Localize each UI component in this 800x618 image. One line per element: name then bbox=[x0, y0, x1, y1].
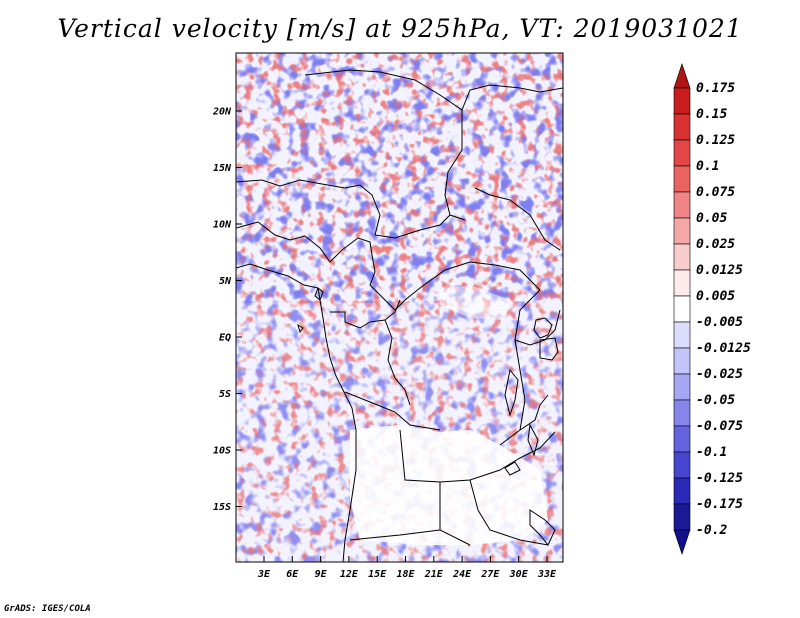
colorbar-label: 0.075 bbox=[696, 185, 735, 200]
colorbar-segment bbox=[673, 217, 691, 245]
colorbar-segment bbox=[673, 87, 691, 115]
map-figure: 20N 15N 10N 5N EQ 5S 10S 15S 3E 6E 9E 12E 15E 18E 21E… bbox=[212, 52, 751, 580]
colorbar-bottom-arrow bbox=[673, 529, 691, 555]
colorbar-label: 0.005 bbox=[696, 289, 735, 304]
colorbar-label: -0.2 bbox=[696, 523, 727, 538]
calm-region bbox=[350, 425, 548, 545]
colorbar: 0.175 0.15 0.125 0.1 0.075 0.05 0.025 0.0125 0.0… bbox=[673, 63, 751, 555]
lon-label: 6E bbox=[286, 569, 299, 580]
colorbar-segment bbox=[673, 269, 691, 297]
colorbar-label: -0.175 bbox=[696, 497, 743, 512]
colorbar-segment bbox=[673, 321, 691, 349]
lat-label: 5N bbox=[219, 276, 232, 287]
colorbar-segment bbox=[673, 295, 691, 323]
map-plot-area bbox=[235, 52, 564, 563]
colorbar-label: 0.125 bbox=[696, 133, 735, 148]
lat-label: 5S bbox=[219, 389, 231, 400]
colorbar-label: 0.175 bbox=[696, 81, 735, 96]
longitude-axis: 3E 6E 9E 12E 15E 18E 21E 24E 27E 30E 33E bbox=[257, 556, 557, 580]
colorbar-label: -0.005 bbox=[696, 315, 743, 330]
footer-credit: GrADS: IGES/COLA bbox=[4, 604, 91, 614]
colorbar-segment bbox=[673, 451, 691, 479]
colorbar-segment bbox=[673, 243, 691, 271]
lat-label: 15S bbox=[213, 502, 231, 513]
colorbar-label: -0.1 bbox=[696, 445, 727, 460]
map-title: Vertical velocity [m/s] at 925hPa, VT: 2… bbox=[57, 14, 743, 43]
latitude-axis: 20N 15N 10N 5N EQ 5S 10S 15S bbox=[212, 107, 242, 513]
colorbar-label: -0.0125 bbox=[696, 341, 751, 356]
colorbar-segment bbox=[673, 139, 691, 167]
lon-label: 12E bbox=[340, 569, 359, 580]
colorbar-segment bbox=[673, 347, 691, 375]
colorbar-segment bbox=[673, 477, 691, 505]
colorbar-label: -0.125 bbox=[696, 471, 743, 486]
colorbar-label: -0.075 bbox=[696, 419, 743, 434]
colorbar-label: -0.05 bbox=[696, 393, 735, 408]
colorbar-top-arrow bbox=[673, 63, 691, 89]
colorbar-segment bbox=[673, 113, 691, 141]
lon-label: 24E bbox=[452, 569, 472, 580]
map-frame bbox=[235, 52, 564, 563]
country-borders bbox=[236, 69, 563, 562]
lon-label: 30E bbox=[509, 569, 529, 580]
colorbar-segment bbox=[673, 425, 691, 453]
lat-label: 10N bbox=[213, 220, 232, 231]
lat-label: EQ bbox=[219, 333, 231, 344]
colorbar-label: 0.15 bbox=[696, 107, 727, 122]
lon-label: 18E bbox=[396, 569, 415, 580]
lon-label: 33E bbox=[537, 569, 557, 580]
colorbar-segment bbox=[673, 191, 691, 219]
colorbar-label: 0.05 bbox=[696, 211, 727, 226]
colorbar-label: 0.0125 bbox=[696, 263, 743, 278]
lon-label: 27E bbox=[480, 569, 500, 580]
velocity-field bbox=[236, 53, 563, 562]
colorbar-segment bbox=[673, 373, 691, 401]
colorbar-segment bbox=[673, 165, 691, 193]
colorbar-label: -0.025 bbox=[696, 367, 743, 382]
lat-label: 20N bbox=[212, 107, 232, 118]
colorbar-segment bbox=[673, 503, 691, 531]
lon-label: 15E bbox=[368, 569, 387, 580]
lon-label: 3E bbox=[257, 569, 271, 580]
lat-label: 15N bbox=[213, 163, 232, 174]
colorbar-segment bbox=[673, 399, 691, 427]
colorbar-label: 0.1 bbox=[696, 159, 719, 174]
colorbar-label: 0.025 bbox=[696, 237, 735, 252]
lon-label: 21E bbox=[424, 569, 444, 580]
lat-label: 10S bbox=[213, 446, 231, 457]
lon-label: 9E bbox=[315, 569, 328, 580]
